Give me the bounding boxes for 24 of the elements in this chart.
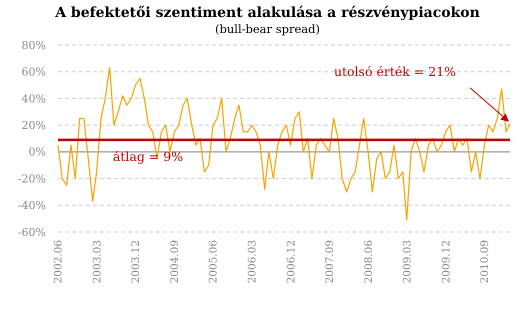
x-tick-label: 2009.12 (440, 240, 452, 284)
x-tick-label: 2002.06 (52, 240, 65, 284)
y-tick-label: -40% (18, 199, 46, 212)
x-tick-label: 2007.09 (324, 240, 336, 284)
y-tick-label: 20% (22, 118, 46, 132)
y-tick-label: 60% (22, 66, 46, 79)
chart-subtitle: (bull-bear spread) (215, 22, 320, 36)
annotation: utolsó érték = 21% (334, 64, 456, 79)
x-tick-label: 2003.12 (130, 240, 142, 284)
x-tick-label: 2006.03 (246, 240, 258, 284)
x-tick-label: 2009.03 (401, 240, 414, 284)
y-tick-label: 0% (28, 146, 46, 159)
x-tick-label: 2003.03 (91, 240, 104, 284)
x-tick-label: 2010.09 (479, 240, 492, 284)
x-tick-label: 2005.06 (208, 240, 220, 284)
x-tick-label: 2004.09 (169, 240, 182, 284)
x-tick-label: 2006.12 (285, 240, 298, 284)
y-tick-label: -20% (18, 172, 46, 186)
x-tick-label: 2008.06 (362, 240, 375, 284)
y-tick-label: 80% (22, 38, 46, 52)
line-series (57, 67, 511, 221)
chart-title: A befektetői szentiment alakulása a részvénypiacokon (54, 5, 480, 21)
y-tick-label: 40% (22, 92, 46, 106)
y-tick-label: -60% (18, 226, 46, 239)
